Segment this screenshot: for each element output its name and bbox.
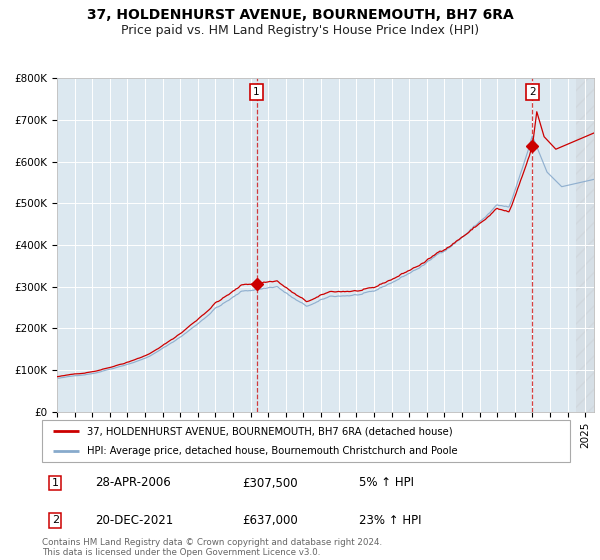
Text: 37, HOLDENHURST AVENUE, BOURNEMOUTH, BH7 6RA: 37, HOLDENHURST AVENUE, BOURNEMOUTH, BH7… [86,8,514,22]
Text: £307,500: £307,500 [242,477,298,489]
Text: 2: 2 [52,515,59,525]
Text: HPI: Average price, detached house, Bournemouth Christchurch and Poole: HPI: Average price, detached house, Bour… [87,446,458,456]
Text: 37, HOLDENHURST AVENUE, BOURNEMOUTH, BH7 6RA (detached house): 37, HOLDENHURST AVENUE, BOURNEMOUTH, BH7… [87,426,452,436]
Text: 20-DEC-2021: 20-DEC-2021 [95,514,173,526]
Text: 28-APR-2006: 28-APR-2006 [95,477,170,489]
Bar [577,78,594,412]
Text: Price paid vs. HM Land Registry's House Price Index (HPI): Price paid vs. HM Land Registry's House … [121,24,479,36]
Text: 5% ↑ HPI: 5% ↑ HPI [359,477,414,489]
Text: 2: 2 [529,87,536,97]
Text: 1: 1 [253,87,260,97]
Text: Contains HM Land Registry data © Crown copyright and database right 2024.
This d: Contains HM Land Registry data © Crown c… [42,538,382,557]
Text: £637,000: £637,000 [242,514,298,526]
Text: 23% ↑ HPI: 23% ↑ HPI [359,514,421,526]
Text: 1: 1 [52,478,59,488]
FancyBboxPatch shape [42,420,570,462]
